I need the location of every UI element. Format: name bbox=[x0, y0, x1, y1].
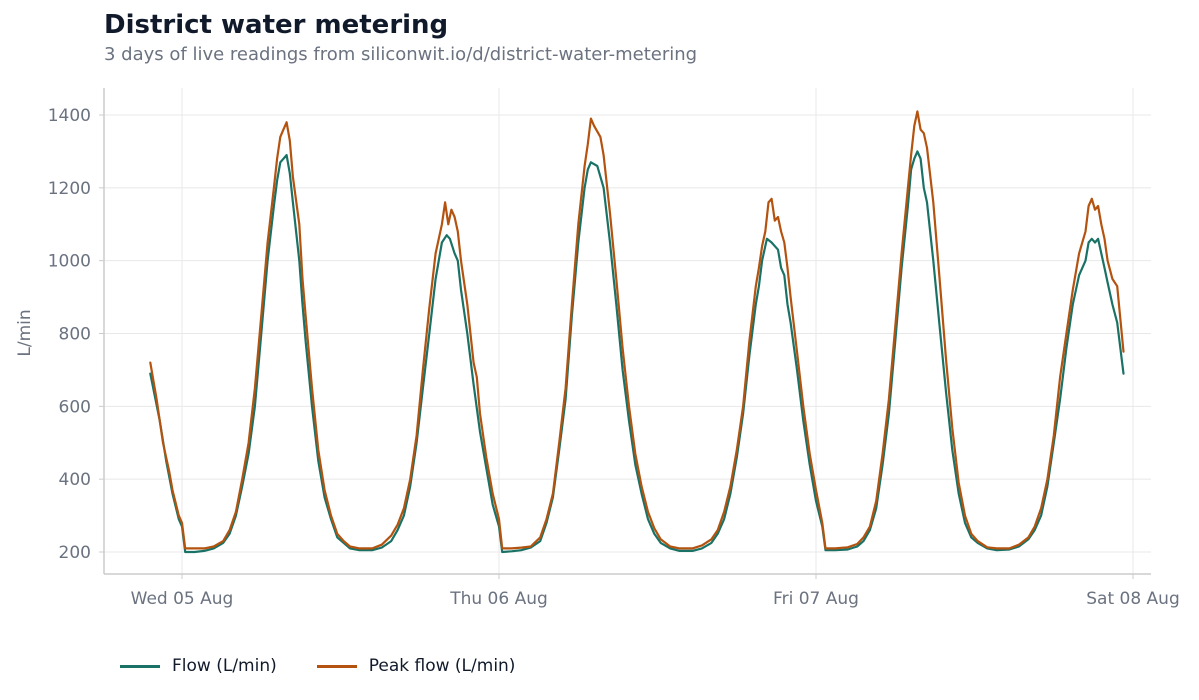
legend: Flow (L/min) Peak flow (L/min) bbox=[120, 656, 515, 676]
legend-label-flow: Flow (L/min) bbox=[172, 656, 277, 676]
legend-item-flow: Flow (L/min) bbox=[120, 656, 277, 676]
x-tick-label: Wed 05 Aug bbox=[131, 589, 234, 609]
y-tick-label: 400 bbox=[59, 470, 91, 490]
legend-item-peak-flow: Peak flow (L/min) bbox=[316, 656, 516, 676]
chart-subtitle: 3 days of live readings from siliconwit.… bbox=[104, 44, 698, 65]
series-lines bbox=[149, 110, 1125, 554]
y-tick-label: 1000 bbox=[48, 252, 91, 272]
y-tick-label: 1400 bbox=[48, 106, 91, 126]
legend-swatch-peak-flow bbox=[316, 664, 357, 668]
y-tick-label: 200 bbox=[59, 543, 91, 563]
x-tick-label: Fri 07 Aug bbox=[773, 589, 859, 609]
chart-title: District water metering bbox=[104, 10, 449, 40]
y-tick-label: 800 bbox=[59, 325, 91, 345]
y-tick-label: 1200 bbox=[48, 179, 91, 199]
grid bbox=[104, 88, 1151, 574]
series-line-flow bbox=[149, 150, 1125, 554]
legend-label-peak-flow: Peak flow (L/min) bbox=[368, 656, 516, 676]
x-tick-label: Thu 06 Aug bbox=[449, 589, 548, 609]
y-axis-label: L/min bbox=[15, 309, 35, 356]
series-line-peak-flow bbox=[149, 110, 1125, 550]
y-tick-label: 600 bbox=[59, 397, 91, 417]
axes: 200 400 600 800 1000 1200 1400 Wed 05 Aug Thu 06… bbox=[48, 88, 1180, 609]
x-tick-label: Sat 08 Aug bbox=[1086, 589, 1180, 609]
legend-swatch-flow bbox=[120, 664, 160, 668]
